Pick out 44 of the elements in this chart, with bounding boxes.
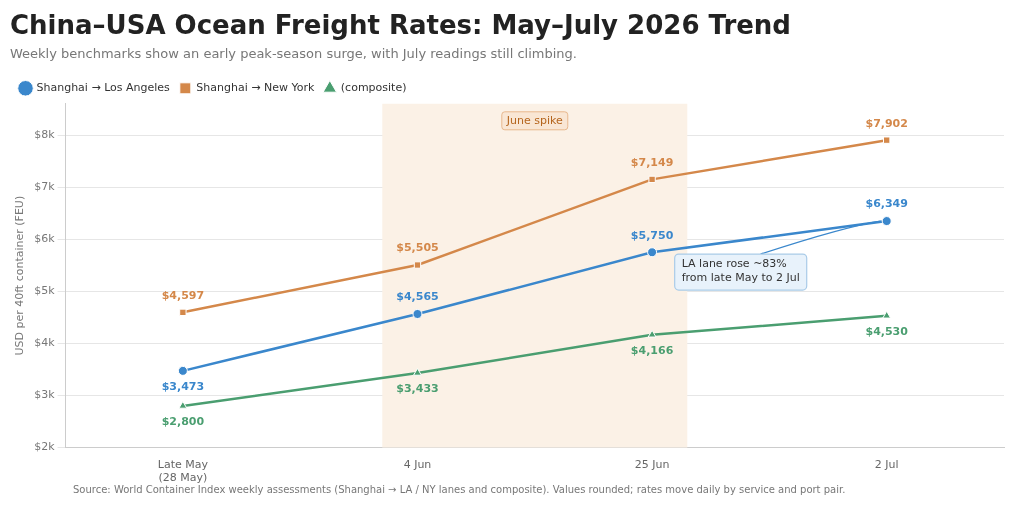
- y-tick-label: $2k: [34, 440, 56, 454]
- point: [178, 400, 188, 409]
- x-tick-label: 4 Jun: [403, 458, 432, 472]
- point: [882, 310, 892, 319]
- data-label: $4,530: [865, 325, 909, 339]
- data-label: $4,166: [630, 344, 674, 358]
- point: [881, 216, 892, 227]
- point: [413, 367, 422, 376]
- band-label: June spike: [505, 113, 563, 127]
- data-label: $2,800: [161, 415, 205, 429]
- y-tick-label: $5k: [34, 284, 56, 298]
- x-tick-label: 25 Jun: [634, 458, 670, 472]
- y-tick-label: $6k: [34, 232, 56, 246]
- x-tick-label: 2 Jul: [874, 458, 899, 472]
- point: [412, 308, 423, 319]
- y-tick-label: $7k: [34, 180, 56, 193]
- point: [177, 365, 188, 376]
- data-label: $5,505: [396, 241, 439, 255]
- annotation: LA lane rose ~83% from late May to 2 Jul: [681, 257, 800, 285]
- point: [647, 329, 657, 338]
- y-tick-label: $3k: [34, 388, 56, 402]
- chart-subtitle: Weekly benchmarks show an early peak-season surge, with July readings still climbing.: [10, 46, 577, 62]
- y-tick-label: $8k: [34, 127, 56, 141]
- y-axis-title: USD per 40ft container (FEU): [13, 195, 27, 356]
- legend-label: Shanghai → New York: [196, 81, 315, 95]
- x-tick-label: Late May (28 May): [157, 458, 209, 485]
- data-label: $3,473: [161, 380, 205, 394]
- data-label: $4,597: [161, 288, 205, 302]
- data-label: $7,149: [630, 155, 674, 169]
- point: [883, 136, 891, 144]
- point: [647, 247, 658, 258]
- data-label: $3,433: [396, 382, 439, 396]
- legend-label: Shanghai → Los Angeles: [36, 81, 171, 95]
- data-label: $5,750: [630, 228, 674, 242]
- legend-label: (composite): [340, 81, 407, 95]
- data-label: $4,565: [396, 290, 439, 304]
- data-label: $6,349: [865, 197, 908, 211]
- chart-title: China–USA Ocean Freight Rates: May–July 2026 Trend: [10, 10, 791, 41]
- y-tick-label: $4k: [34, 336, 56, 350]
- point: [648, 175, 656, 184]
- point: [413, 261, 422, 269]
- data-label: $7,902: [865, 116, 908, 130]
- source-note: Source: World Container Index weekly assessments (Shanghai → LA / NY lanes and composite). Values rounded; rates move daily by service and port pair.: [73, 484, 846, 495]
- point: [179, 308, 187, 316]
